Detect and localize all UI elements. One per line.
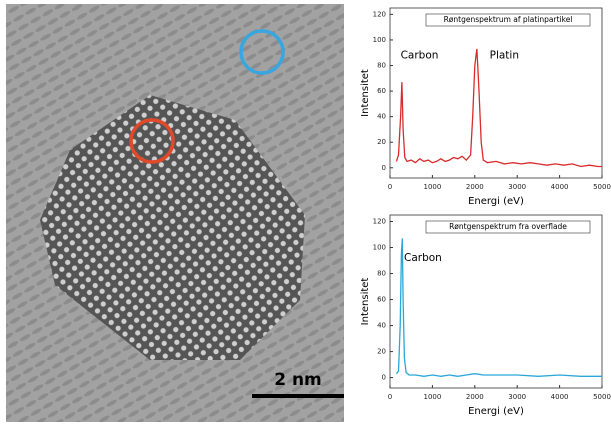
y-axis-label: Intensitet xyxy=(360,69,371,117)
y-tick-label: 120 xyxy=(373,10,386,18)
x-tick-label: 1000 xyxy=(423,183,441,191)
x-tick-label: 0 xyxy=(388,183,392,191)
y-tick-label: 0 xyxy=(382,374,386,382)
plot-frame xyxy=(390,8,602,178)
spectrum-line xyxy=(396,49,602,167)
x-tick-label: 5000 xyxy=(593,393,611,401)
plot-frame xyxy=(390,215,602,388)
x-tick-label: 3000 xyxy=(508,393,526,401)
annotation: Carbon xyxy=(404,252,442,264)
chart-title: Røntgenspektrum af platinpartikel xyxy=(444,15,573,24)
y-tick-label: 80 xyxy=(377,62,386,70)
y-tick-label: 100 xyxy=(373,244,386,252)
y-tick-label: 120 xyxy=(373,218,386,226)
y-tick-label: 60 xyxy=(377,296,386,304)
y-tick-label: 40 xyxy=(377,322,386,330)
x-tick-label: 0 xyxy=(388,393,392,401)
x-axis-label: Energi (eV) xyxy=(468,196,524,207)
figure: 2 nm 02040608010012001000200030004000500… xyxy=(0,0,611,426)
x-axis-label: Energi (eV) xyxy=(468,406,524,417)
y-tick-label: 80 xyxy=(377,270,386,278)
x-tick-label: 5000 xyxy=(593,183,611,191)
y-tick-label: 100 xyxy=(373,36,386,44)
annotation: Carbon xyxy=(401,49,439,61)
y-tick-label: 40 xyxy=(377,113,386,121)
y-tick-label: 0 xyxy=(382,164,386,172)
spectrum-chart: 0 20 40 60 80 100 120 0 1000 2000 3000 4000 5000 Ener… xyxy=(360,8,611,207)
x-tick-label: 2000 xyxy=(466,393,484,401)
annotation: Platin xyxy=(490,49,519,61)
x-tick-label: 4000 xyxy=(551,183,569,191)
y-tick-label: 60 xyxy=(377,87,386,95)
x-tick-label: 2000 xyxy=(466,183,484,191)
x-tick-label: 1000 xyxy=(423,393,441,401)
chart-title: Røntgenspektrum fra overflade xyxy=(449,222,567,231)
tem-image: 2 nm xyxy=(6,4,344,422)
scale-label: 2 nm xyxy=(274,370,322,390)
y-tick-label: 20 xyxy=(377,138,386,146)
x-tick-label: 3000 xyxy=(508,183,526,191)
x-tick-label: 4000 xyxy=(551,393,569,401)
spectrum-chart: 0 20 40 60 80 100 120 0 1000 2000 3000 4000 5000 Ener… xyxy=(360,215,611,417)
page: {"image": {"scale_label": "2 nm"}, "char… xyxy=(0,0,611,430)
y-tick-label: 20 xyxy=(377,348,386,356)
y-axis-label: Intensitet xyxy=(360,278,371,326)
